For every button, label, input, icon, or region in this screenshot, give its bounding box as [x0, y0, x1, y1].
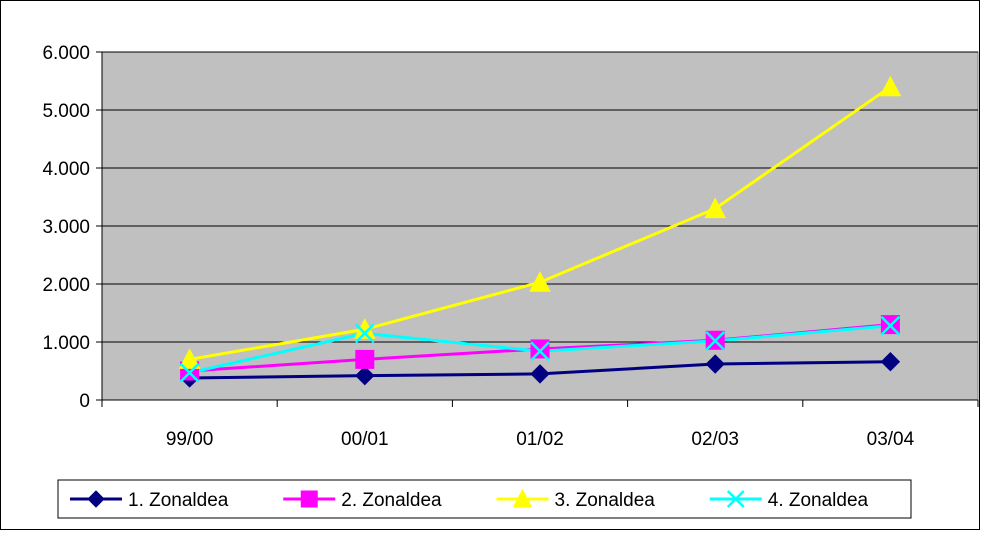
legend-item-1: 1. Zonaldea [70, 490, 229, 511]
legend-label: 3. Zonaldea [555, 490, 656, 511]
y-tick-label: 2.000 [42, 275, 90, 296]
x-tick-label: 02/03 [691, 429, 739, 450]
y-tick-label: 5.000 [42, 101, 90, 122]
data-point [705, 354, 725, 374]
y-tick-label: 4.000 [42, 159, 90, 180]
x-tick-label: 99/00 [166, 429, 214, 450]
legend-label: 4. Zonaldea [768, 490, 869, 511]
data-point [530, 339, 550, 359]
data-point [300, 490, 318, 508]
x-tick-label: 00/01 [341, 429, 389, 450]
data-point [530, 341, 550, 362]
data-point [704, 197, 727, 219]
data-point [355, 365, 375, 386]
data-point [178, 348, 201, 369]
series-markers-1 [179, 352, 901, 388]
data-point [726, 490, 745, 508]
legend-item-4: 4. Zonaldea [709, 490, 869, 511]
legend-label: 1. Zonaldea [128, 490, 229, 511]
data-point [179, 362, 200, 383]
data-point [354, 323, 375, 344]
data-point [879, 75, 902, 97]
y-tick-label: 6.000 [42, 43, 90, 64]
y-tick-label: 0 [79, 391, 90, 412]
data-point [529, 271, 551, 292]
axes: 0 1.000 2.000 3.000 4.000 5.000 6.000 99/00 00/0… [42, 43, 979, 450]
x-tick-label: 01/02 [516, 429, 564, 450]
series-markers-3 [178, 75, 902, 369]
data-point [530, 364, 550, 384]
x-tick-label: 03/04 [867, 429, 915, 450]
data-point [512, 488, 533, 508]
legend-items: 1. Zonaldea 2. Zonaldea 3. Zonaldea 4. Zona… [70, 488, 869, 511]
series-markers-4 [179, 315, 901, 383]
legend-item-2: 2. Zonaldea [283, 490, 442, 511]
data-point [880, 315, 901, 336]
legend-item-3: 3. Zonaldea [496, 488, 656, 511]
y-tick-label: 1.000 [42, 333, 90, 354]
data-point [355, 349, 375, 369]
data-point [880, 352, 901, 372]
y-tick-label: 3.000 [42, 217, 90, 238]
series-markers [178, 75, 902, 388]
data-point [87, 490, 105, 508]
legend-label: 2. Zonaldea [341, 490, 442, 511]
legend [57, 479, 912, 519]
data-point [705, 330, 726, 351]
